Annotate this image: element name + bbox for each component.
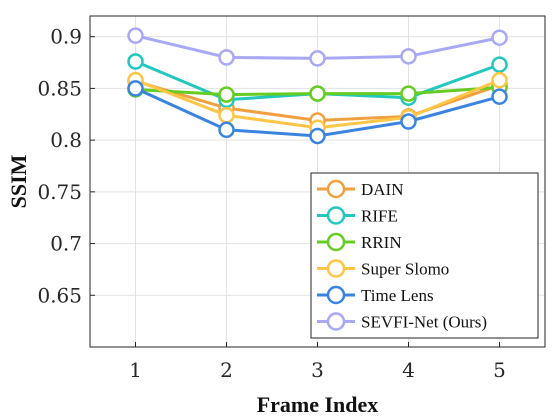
- x-tick-label: 4: [402, 358, 415, 382]
- data-point: [309, 50, 326, 67]
- x-tick-label: 1: [129, 358, 142, 382]
- legend-item: SEVFI-Net (Ours): [317, 312, 487, 332]
- data-point: [218, 107, 235, 124]
- y-tick-label: 0.65: [37, 283, 82, 307]
- series-sevfi-net-ours: [127, 27, 508, 67]
- legend-box: [310, 172, 539, 339]
- y-tick-label: 0.8: [50, 128, 82, 152]
- legend-marker: [326, 259, 346, 278]
- data-point: [218, 49, 235, 66]
- tick-layer: 0.65 0.7 0.75 0.8 0.85 0.9 1 2 3 4 5: [37, 25, 505, 382]
- legend-label: DAIN: [361, 180, 404, 199]
- legend-label: Time Lens: [361, 286, 434, 305]
- legend-marker: [326, 179, 346, 199]
- legend-item: DAIN: [317, 179, 404, 199]
- series-layer: [127, 27, 508, 145]
- legend-marker: [326, 232, 346, 252]
- x-tick-label: 3: [311, 358, 324, 382]
- legend-label: Super Slomo: [361, 260, 449, 279]
- data-point: [491, 56, 508, 73]
- data-point: [309, 85, 326, 102]
- legend-item: RRIN: [317, 232, 402, 252]
- x-tick-label: 5: [493, 358, 506, 382]
- data-point: [491, 88, 508, 105]
- data-point: [218, 86, 235, 103]
- data-point: [491, 71, 508, 89]
- data-point: [400, 113, 417, 130]
- data-point: [127, 53, 144, 70]
- y-tick-label: 0.9: [50, 25, 82, 49]
- y-tick-label: 0.75: [37, 180, 82, 204]
- x-tick-label: 2: [220, 358, 233, 382]
- data-point: [309, 127, 326, 145]
- y-tick-label: 0.85: [37, 76, 82, 100]
- data-point: [218, 121, 235, 139]
- legend: DAIN RIFE RRIN Super Slomo Time Lens SEVFI-Ne…: [310, 172, 539, 339]
- data-point: [400, 48, 417, 65]
- legend-item: RIFE: [317, 206, 398, 226]
- data-point: [127, 80, 144, 97]
- legend-label: RIFE: [361, 207, 398, 226]
- data-point: [400, 85, 417, 102]
- data-point: [127, 27, 144, 44]
- legend-label: RRIN: [361, 233, 402, 252]
- legend-marker: [326, 285, 346, 305]
- y-tick-label: 0.7: [50, 232, 82, 256]
- legend-marker: [326, 312, 346, 331]
- legend-marker: [326, 206, 346, 225]
- series-time-lens: [127, 80, 508, 145]
- y-axis-title: SSIM: [6, 154, 31, 208]
- x-axis-title: Frame Index: [257, 392, 379, 417]
- data-point: [491, 29, 508, 46]
- legend-label: SEVFI-Net (Ours): [361, 313, 487, 332]
- legend-item: Super Slomo: [317, 259, 449, 279]
- legend-item: Time Lens: [317, 285, 434, 305]
